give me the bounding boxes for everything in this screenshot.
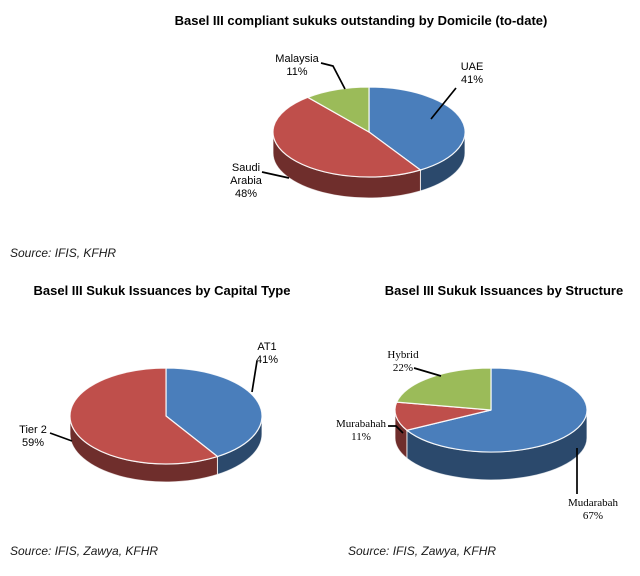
chart-title-capital-type: Basel III Sukuk Issuances by Capital Typ… bbox=[33, 283, 291, 298]
label-leader-line-at1 bbox=[251, 360, 258, 393]
label-leader-line-malaysia bbox=[320, 62, 346, 90]
pie-label-uae: UAE 41% bbox=[460, 61, 484, 86]
pie-label-mudarabah: Mudarabah 67% bbox=[567, 497, 619, 522]
label-leader-line-murabahah bbox=[388, 425, 404, 434]
pie-label-murabahah: Murabahah 11% bbox=[335, 418, 387, 443]
pie-slice-tier-2 bbox=[69, 367, 219, 465]
source-note-capital-type: Source: IFIS, Zawya, KFHR bbox=[10, 544, 159, 558]
chart-title-structure: Basel III Sukuk Issuances by Structure bbox=[384, 283, 624, 298]
pie-label-tier-2: Tier 2 59% bbox=[19, 424, 47, 449]
label-leader-line-uae bbox=[430, 87, 457, 120]
pie-slice-saudi-arabia bbox=[272, 96, 422, 178]
pie-slice-malaysia bbox=[307, 86, 370, 133]
chart-title-domicile: Basel III compliant sukuks outstanding b… bbox=[174, 13, 548, 28]
source-note-domicile: Source: IFIS, KFHR bbox=[10, 246, 117, 260]
source-note-structure: Source: IFIS, Zawya, KFHR bbox=[348, 544, 497, 558]
pie-label-at1: AT1 41% bbox=[255, 341, 279, 366]
label-leader-line-tier-2 bbox=[49, 432, 73, 442]
pie-label-saudi-arabia: Saudi Arabia 48% bbox=[230, 162, 262, 200]
pie-label-hybrid: Hybrid 22% bbox=[387, 349, 419, 374]
pie-slice-hybrid bbox=[396, 367, 492, 411]
pie-label-malaysia: Malaysia 11% bbox=[275, 53, 319, 78]
pie-slice-mudarabah bbox=[406, 367, 588, 453]
label-leader-line-hybrid bbox=[413, 367, 442, 377]
label-leader-line-saudi-arabia bbox=[261, 171, 290, 179]
